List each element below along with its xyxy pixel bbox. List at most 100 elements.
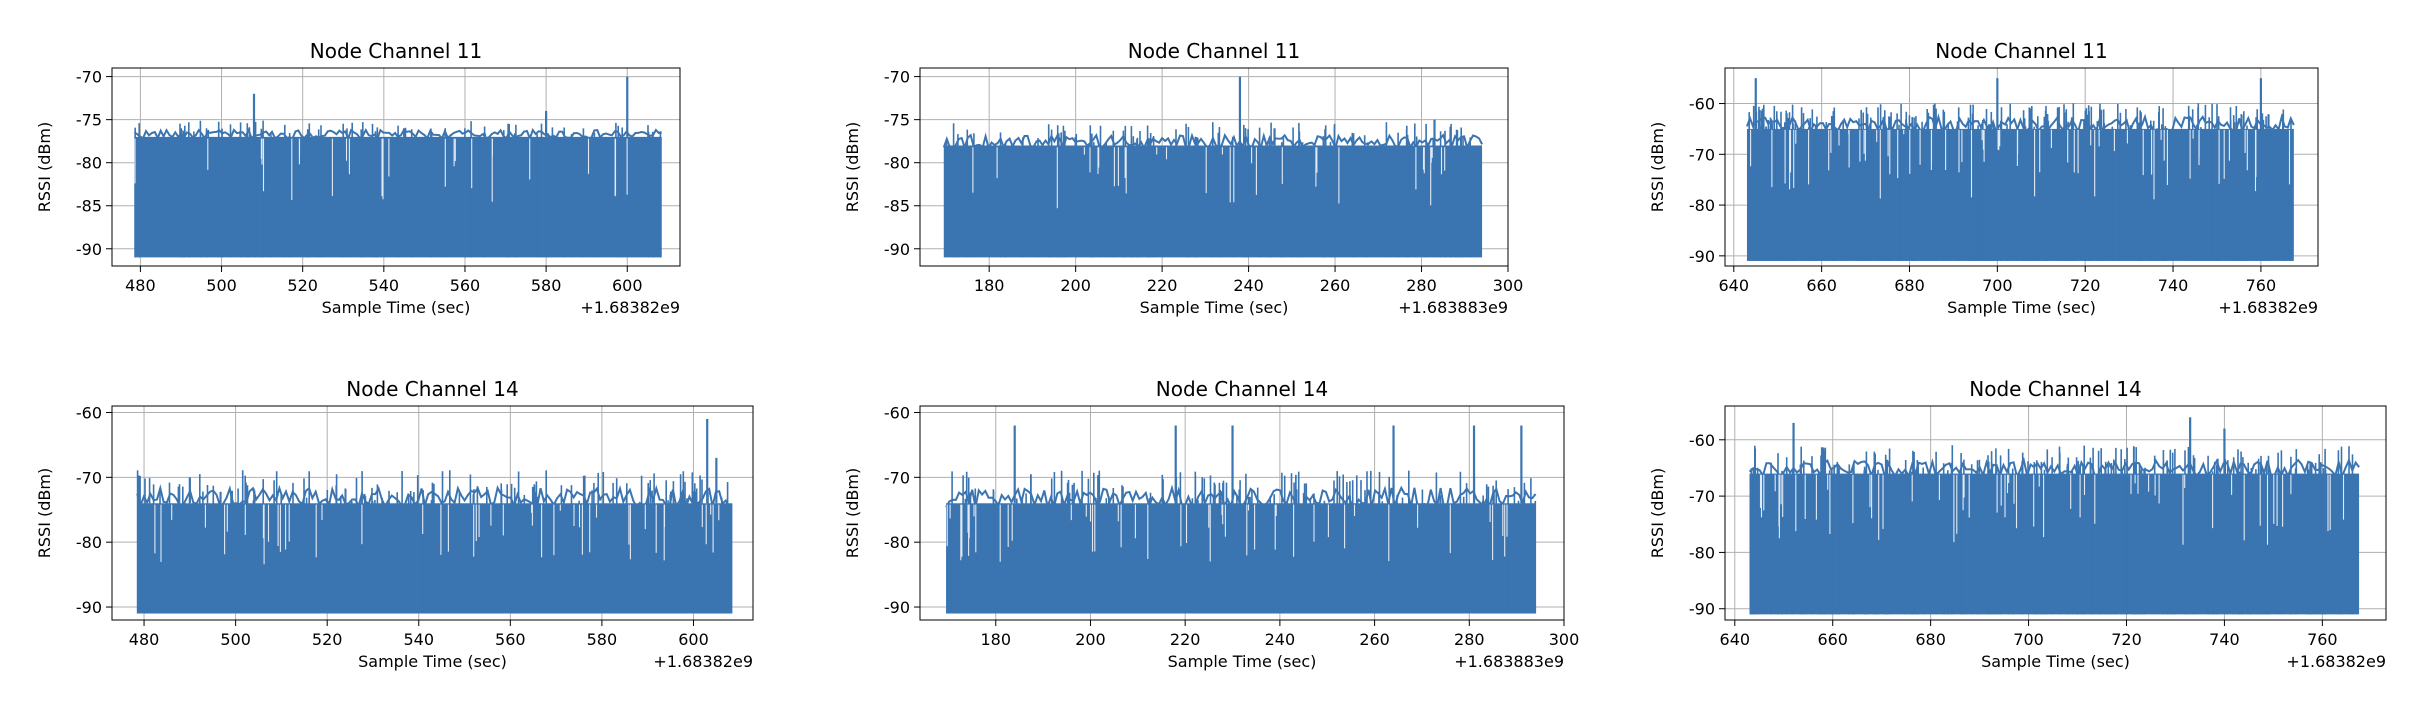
x-tick-label: 760 bbox=[2246, 276, 2277, 295]
x-tick-label: 540 bbox=[403, 630, 434, 649]
x-tick-label: 680 bbox=[1894, 276, 1925, 295]
x-axis-label: Sample Time (sec) bbox=[1947, 298, 2096, 317]
y-tick-label: -60 bbox=[76, 403, 102, 422]
plot-frame bbox=[111, 67, 681, 267]
x-axis-label: Sample Time (sec) bbox=[322, 298, 471, 317]
x-tick-label: 700 bbox=[2013, 630, 2044, 649]
chart-title: Node Channel 11 bbox=[1128, 39, 1300, 63]
x-tick-label: 480 bbox=[129, 630, 160, 649]
x-offset-label: +1.683883e9 bbox=[1454, 652, 1564, 671]
signal-spikes bbox=[945, 122, 1471, 258]
x-tick-label: 680 bbox=[1915, 630, 1946, 649]
x-tick-label: 580 bbox=[587, 630, 618, 649]
x-axis-label: Sample Time (sec) bbox=[358, 652, 507, 671]
signal-gaps bbox=[972, 147, 1446, 209]
subplot-2: 180 200 220 240 260 280 300 -90 -85 -80 -75 -70 Node… bbox=[843, 39, 1523, 317]
y-tick-label: -70 bbox=[76, 468, 102, 487]
x-axis-label: Sample Time (sec) bbox=[1168, 652, 1317, 671]
y-tick-label: -70 bbox=[884, 468, 910, 487]
x-tick-label: 180 bbox=[974, 276, 1005, 295]
chart-title: Node Channel 11 bbox=[310, 39, 482, 63]
x-offset-label: +1.68382e9 bbox=[580, 298, 680, 317]
signal-gaps bbox=[154, 504, 720, 565]
y-tick-label: -60 bbox=[1689, 95, 1715, 114]
subplot-6: 640 660 680 700 720 740 760 -90 -80 -70 -60 Node Ch… bbox=[1648, 377, 2387, 671]
x-tick-label: 240 bbox=[1265, 630, 1296, 649]
x-tick-label: 740 bbox=[2209, 630, 2240, 649]
signal-gaps bbox=[946, 504, 1508, 562]
y-axis-label: RSSI (dBm) bbox=[35, 122, 54, 212]
x-tick-label: 200 bbox=[1060, 276, 1091, 295]
y-tick-label: -90 bbox=[1689, 600, 1715, 619]
y-axis-label: RSSI (dBm) bbox=[35, 468, 54, 558]
y-tick-label: -90 bbox=[884, 598, 910, 617]
x-tick-label: 560 bbox=[495, 630, 526, 649]
y-axis-label: RSSI (dBm) bbox=[1648, 468, 1667, 558]
x-tick-label: 600 bbox=[612, 276, 643, 295]
signal-spikes bbox=[134, 120, 662, 258]
signal-gaps bbox=[1759, 474, 2345, 545]
y-tick-label: -75 bbox=[76, 111, 102, 130]
signal-gaps bbox=[134, 138, 628, 202]
y-axis-label: RSSI (dBm) bbox=[843, 122, 862, 212]
plot-frame bbox=[919, 405, 1565, 621]
x-tick-label: 740 bbox=[2158, 276, 2189, 295]
signal-band bbox=[1746, 128, 2294, 261]
y-tick-label: -75 bbox=[884, 111, 910, 130]
y-axis-label: RSSI (dBm) bbox=[1648, 122, 1667, 212]
signal-gaps bbox=[1750, 129, 2291, 200]
y-tick-label: -70 bbox=[1689, 145, 1715, 164]
x-axis-label: Sample Time (sec) bbox=[1140, 298, 1289, 317]
chart-title: Node Channel 11 bbox=[1935, 39, 2107, 63]
plot-frame bbox=[111, 405, 754, 621]
x-tick-label: 300 bbox=[1493, 276, 1524, 295]
x-tick-label: 700 bbox=[1982, 276, 2013, 295]
x-offset-label: +1.68382e9 bbox=[653, 652, 753, 671]
y-tick-label: -80 bbox=[884, 533, 910, 552]
x-tick-label: 480 bbox=[125, 276, 156, 295]
x-tick-label: 220 bbox=[1147, 276, 1178, 295]
x-tick-label: 520 bbox=[312, 630, 343, 649]
plot-frame bbox=[919, 67, 1509, 267]
signal-band bbox=[137, 503, 733, 614]
subplot-3: 640 660 680 700 720 740 760 -90 -80 -70 -60 Node Ch… bbox=[1648, 39, 2319, 317]
signal-spikes bbox=[1748, 103, 2292, 261]
x-tick-label: 220 bbox=[1170, 630, 1201, 649]
y-tick-label: -90 bbox=[1689, 247, 1715, 266]
y-tick-label: -80 bbox=[1689, 196, 1715, 215]
subplot-1: 480 500 520 540 560 580 600 -90 -85 -80 -75 -70 Node… bbox=[35, 39, 681, 317]
x-offset-label: +1.683883e9 bbox=[1398, 298, 1508, 317]
y-tick-label: -90 bbox=[884, 240, 910, 259]
subplot-5: 180 200 220 240 260 280 300 -90 -80 -70 -60 Node Ch… bbox=[843, 377, 1579, 671]
y-tick-label: -60 bbox=[1689, 431, 1715, 450]
y-tick-label: -60 bbox=[884, 403, 910, 422]
signal-spikes bbox=[1750, 445, 2354, 615]
chart-title: Node Channel 14 bbox=[1969, 377, 2141, 401]
x-tick-label: 540 bbox=[369, 276, 400, 295]
y-tick-label: -90 bbox=[76, 240, 102, 259]
y-tick-label: -85 bbox=[884, 197, 910, 216]
signal-noise-edge bbox=[1746, 113, 2295, 136]
x-tick-label: 300 bbox=[1549, 630, 1580, 649]
y-tick-label: -90 bbox=[76, 598, 102, 617]
chart-title: Node Channel 14 bbox=[1156, 377, 1328, 401]
x-tick-label: 280 bbox=[1454, 630, 1485, 649]
x-offset-label: +1.68382e9 bbox=[2286, 652, 2386, 671]
x-tick-label: 260 bbox=[1320, 276, 1351, 295]
signal-band bbox=[1749, 473, 2360, 615]
x-tick-label: 200 bbox=[1075, 630, 1106, 649]
plot-frame bbox=[1724, 67, 2319, 267]
x-tick-label: 720 bbox=[2111, 630, 2142, 649]
y-axis-label: RSSI (dBm) bbox=[843, 468, 862, 558]
signal-noise-edge bbox=[136, 484, 733, 511]
y-tick-label: -70 bbox=[76, 68, 102, 87]
y-tick-label: -80 bbox=[884, 154, 910, 173]
x-offset-label: +1.68382e9 bbox=[2218, 298, 2318, 317]
x-axis-label: Sample Time (sec) bbox=[1981, 652, 2130, 671]
x-tick-label: 560 bbox=[450, 276, 481, 295]
y-tick-label: -80 bbox=[1689, 543, 1715, 562]
subplot-4: 480 500 520 540 560 580 600 -90 -80 -70 -60 Node Ch… bbox=[35, 377, 754, 671]
x-tick-label: 240 bbox=[1233, 276, 1264, 295]
x-tick-label: 260 bbox=[1359, 630, 1390, 649]
